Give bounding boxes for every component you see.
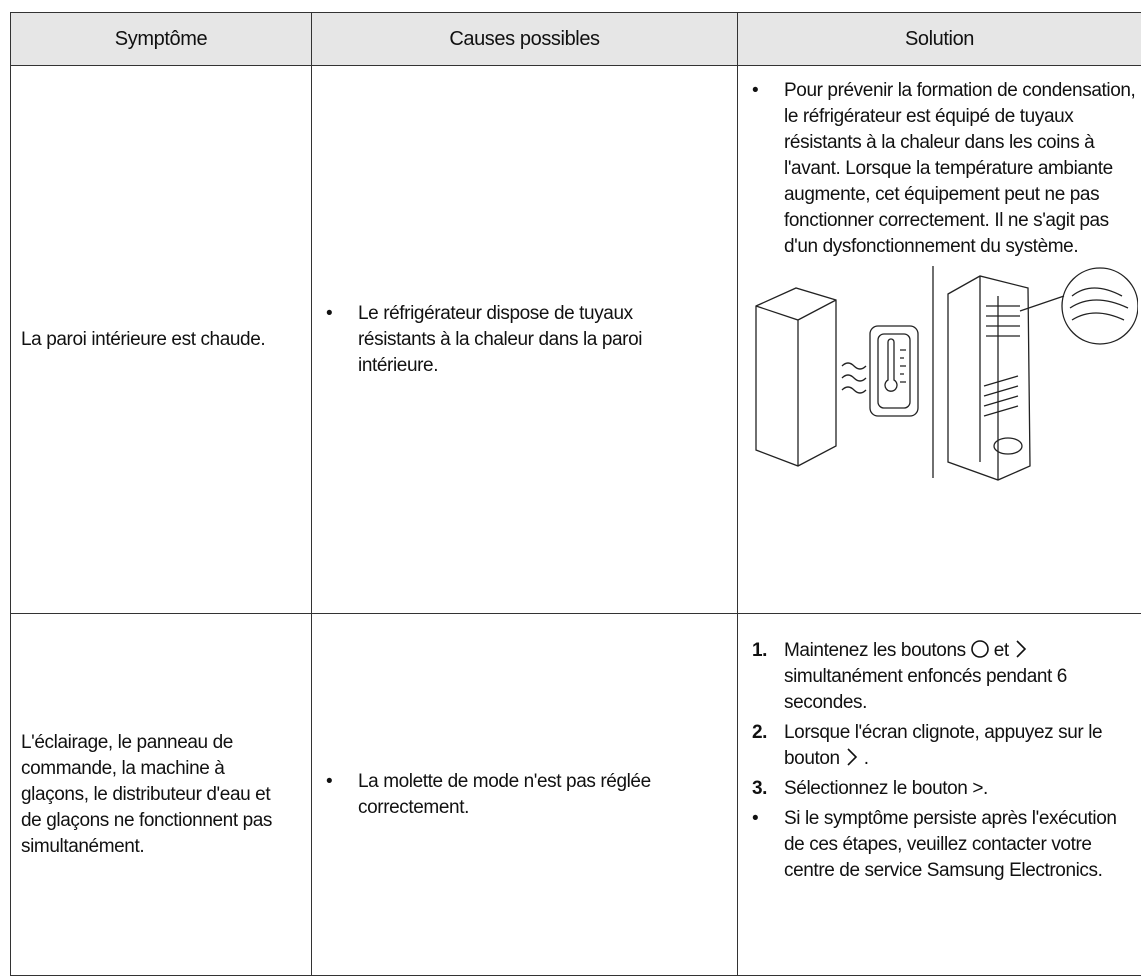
step: 3. Sélectionnez le bouton >. xyxy=(748,776,1141,802)
symptom: La paroi intérieure est chaude. xyxy=(11,66,312,614)
header: Solution xyxy=(738,13,1141,66)
header-row: Symptôme Causes possibles Solution xyxy=(11,13,1141,66)
step: 1. Maintenez les boutons et simultanément e… xyxy=(748,638,1141,716)
step-text: et xyxy=(994,640,1009,661)
step-text: Lorsque l'écran clignote, appuyez sur le… xyxy=(784,722,1102,769)
causes-cell: La molette de mode n'est pas réglée corr… xyxy=(312,614,738,976)
solution-cell: Pour prévenir la formation de condensati… xyxy=(738,66,1141,614)
circle-button-icon xyxy=(970,639,990,659)
step-number: 2. xyxy=(752,720,767,746)
troubleshooting-table: Symptôme Causes possibles Solution La pa… xyxy=(10,12,1141,976)
note: Si le symptôme persiste après l'exécutio… xyxy=(748,806,1141,884)
illustration xyxy=(748,266,1138,486)
step: 2. Lorsque l'écran clignote, appuyez sur … xyxy=(748,720,1141,772)
arrow-button-icon xyxy=(1013,639,1029,659)
step-text: Sélectionnez le bouton >. xyxy=(784,778,988,799)
step-number: 3. xyxy=(752,776,767,802)
cause: Le réfrigérateur dispose de tuyaux résis… xyxy=(322,301,727,379)
cause: La molette de mode n'est pas réglée corr… xyxy=(322,769,727,821)
causes-cell: Le réfrigérateur dispose de tuyaux résis… xyxy=(312,66,738,614)
header: Causes possibles xyxy=(312,13,738,66)
header: Symptôme xyxy=(11,13,312,66)
step-number: 1. xyxy=(752,638,767,664)
step-text: . xyxy=(864,748,869,769)
symptom: L'éclairage, le panneau de commande, la … xyxy=(11,614,312,976)
step-text: Maintenez les boutons xyxy=(784,640,966,661)
step-text: simultanément enfoncés pendant 6 seconde… xyxy=(784,666,1067,713)
row: La paroi intérieure est chaude. Le réfri… xyxy=(11,66,1141,614)
solution: Pour prévenir la formation de condensati… xyxy=(748,78,1141,260)
solution-cell: 1. Maintenez les boutons et simultanément e… xyxy=(738,614,1141,976)
row: L'éclairage, le panneau de commande, la … xyxy=(11,614,1141,976)
arrow-button-icon xyxy=(844,747,860,767)
